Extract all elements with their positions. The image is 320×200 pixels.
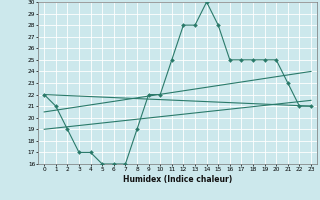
X-axis label: Humidex (Indice chaleur): Humidex (Indice chaleur) [123, 175, 232, 184]
